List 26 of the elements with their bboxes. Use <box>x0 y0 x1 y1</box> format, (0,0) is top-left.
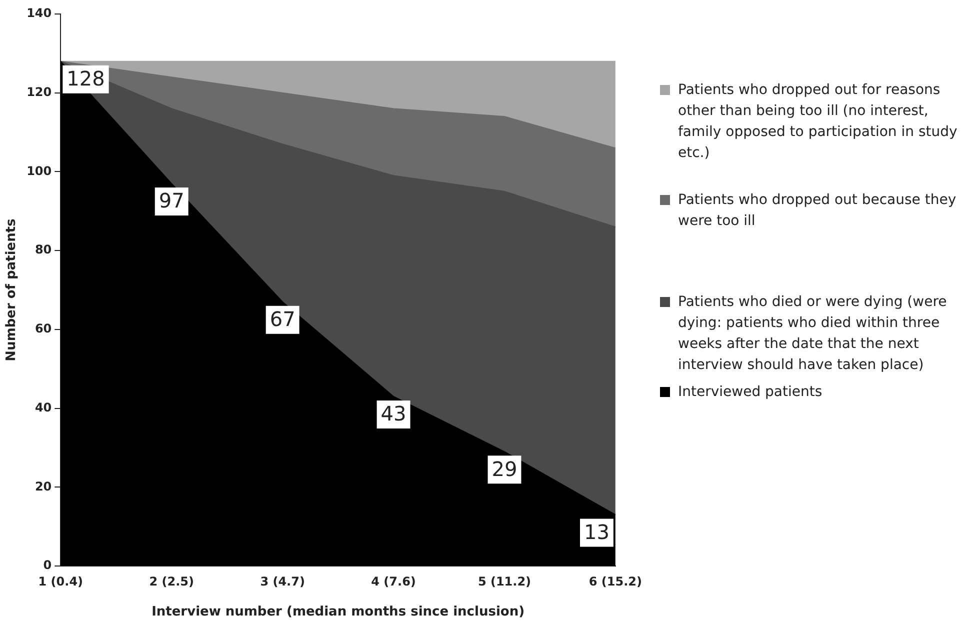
legend-label: Interviewed patients <box>678 383 822 402</box>
data-label: 13 <box>584 520 610 544</box>
y-tick-label: 0 <box>43 558 52 572</box>
y-tick-label: 100 <box>26 164 52 178</box>
x-tick-label: 1 (0.4) <box>38 574 84 588</box>
y-axis-title: Number of patients <box>4 218 20 362</box>
y-tick-label: 120 <box>26 84 52 99</box>
data-label: 67 <box>270 307 296 332</box>
x-tick-label: 2 (2.5) <box>149 574 194 588</box>
legend-label: Patients who dropped out because they were too ill <box>678 191 958 231</box>
y-tick-label: 40 <box>34 400 52 414</box>
y-tick-label: 20 <box>34 479 52 494</box>
x-tick-label: 5 (11.2) <box>478 574 532 588</box>
y-tick-label: 60 <box>34 322 52 336</box>
data-label: 128 <box>66 66 105 91</box>
x-axis-title: Interview number (median months since inclusion) <box>152 604 525 620</box>
x-tick-label: 4 (7.6) <box>371 574 416 588</box>
data-label: 43 <box>380 402 406 426</box>
x-tick-label: 6 (15.2) <box>588 574 642 588</box>
data-label: 97 <box>158 188 184 213</box>
x-tick-label: 3 (4.7) <box>260 574 305 588</box>
legend-label: Patients who died or were dying (were dying: patients who died within three weeks after the date that the next interview should have taken place) <box>678 293 948 375</box>
y-tick-label: 80 <box>34 242 52 257</box>
legend-label: Patients who dropped out for reasons other than being too ill (no interest, family opposed to participation in study etc.) <box>678 81 958 163</box>
y-tick-label: 140 <box>26 6 52 20</box>
data-label: 29 <box>492 456 518 481</box>
